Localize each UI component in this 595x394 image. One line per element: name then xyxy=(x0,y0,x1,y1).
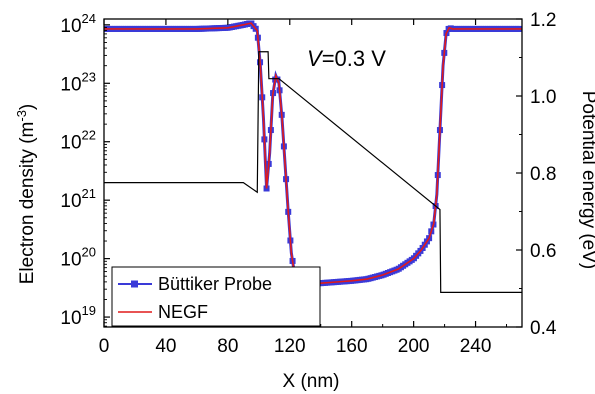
y-left-tick-label: 1022 xyxy=(60,128,96,154)
legend-label-negf: NEGF xyxy=(158,302,208,322)
y-right-tick-label: 0.6 xyxy=(530,241,556,262)
y-right-tick-label: 0.8 xyxy=(530,164,556,185)
x-tick-label: 120 xyxy=(274,336,306,357)
y-axis-right: 0.4 0.6 0.8 1.0 1.2 xyxy=(516,10,557,339)
voltage-annotation: V=0.3 V xyxy=(307,46,386,71)
y-left-tick-label: 1019 xyxy=(60,303,96,329)
series-potential-line xyxy=(104,51,522,293)
x-tick-label: 200 xyxy=(398,336,430,357)
y-axis-left: 1019 1020 1021 1022 1023 1024 xyxy=(60,11,110,329)
x-axis-title: X (nm) xyxy=(283,371,340,392)
x-axis: 0 40 80 120 160 200 240 xyxy=(99,19,508,357)
x-tick-label: 240 xyxy=(460,336,492,357)
legend-box xyxy=(111,266,321,327)
x-tick-label: 40 xyxy=(155,336,176,357)
x-tick-label: 160 xyxy=(336,336,368,357)
legend-label-buttiker: Büttiker Probe xyxy=(158,274,272,294)
x-tick-label: 0 xyxy=(99,336,110,357)
y-left-tick-label: 1020 xyxy=(60,245,96,271)
y-right-tick-label: 1.2 xyxy=(530,10,556,31)
y-left-tick-label: 1024 xyxy=(60,11,96,37)
y-axis-left-title: Electron density (m-3) xyxy=(14,104,39,285)
series-layer xyxy=(104,20,522,293)
y-left-tick-label: 1023 xyxy=(60,69,96,95)
y-left-tick-label: 1021 xyxy=(60,186,96,212)
legend: Büttiker Probe NEGF xyxy=(111,266,321,327)
y-right-tick-label: 0.4 xyxy=(530,318,557,339)
x-tick-label: 80 xyxy=(217,336,238,357)
y-right-tick-label: 1.0 xyxy=(530,87,556,108)
legend-marker-buttiker xyxy=(131,280,138,288)
y-axis-right-title: Potential energy (eV) xyxy=(578,91,595,270)
